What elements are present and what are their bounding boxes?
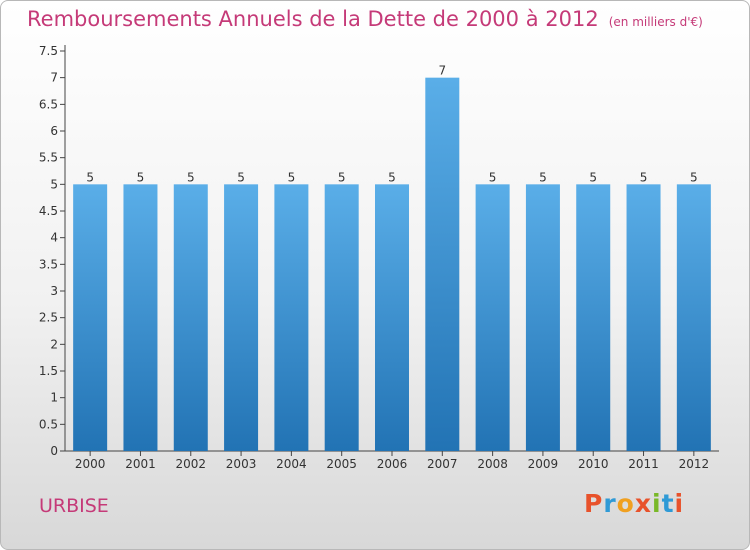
x-tick-label: 2002 <box>175 457 206 471</box>
logo-letter: P <box>584 489 604 518</box>
bar <box>475 184 510 452</box>
x-tick-label: 2009 <box>528 457 559 471</box>
bar <box>425 77 460 452</box>
data-label: 5 <box>338 170 346 184</box>
bar <box>525 184 560 452</box>
data-label: 5 <box>589 170 597 184</box>
y-tick-label: 4 <box>50 231 58 245</box>
logo-letter: i <box>652 489 662 518</box>
data-label: 5 <box>187 170 195 184</box>
logo-letter: o <box>616 489 635 518</box>
data-label: 5 <box>539 170 547 184</box>
x-tick-label: 2012 <box>679 457 710 471</box>
y-tick-label: 0.5 <box>39 417 58 431</box>
y-tick-label: 1 <box>50 391 58 405</box>
bar <box>324 184 359 452</box>
x-tick-label: 2011 <box>628 457 659 471</box>
bar <box>576 184 611 452</box>
commune-name: URBISE <box>39 495 109 517</box>
chart-title: Remboursements Annuels de la Dette de 20… <box>27 7 703 31</box>
y-tick-label: 2.5 <box>39 311 58 325</box>
bar <box>224 184 259 452</box>
data-label: 5 <box>86 170 94 184</box>
data-label: 5 <box>237 170 245 184</box>
bar <box>173 184 208 452</box>
data-label: 5 <box>489 170 497 184</box>
x-tick-label: 2006 <box>377 457 408 471</box>
y-tick-label: 3.5 <box>39 257 58 271</box>
x-tick-label: 2005 <box>326 457 357 471</box>
y-tick-label: 1.5 <box>39 364 58 378</box>
y-tick-label: 0 <box>50 444 58 458</box>
x-tick-label: 2001 <box>125 457 156 471</box>
data-label: 5 <box>137 170 145 184</box>
y-tick-label: 6 <box>50 124 58 138</box>
data-label: 5 <box>388 170 396 184</box>
logo-letter: x <box>634 489 652 518</box>
y-tick-label: 4.5 <box>39 204 58 218</box>
y-tick-label: 5 <box>50 177 58 191</box>
bar <box>626 184 661 452</box>
x-tick-label: 2008 <box>477 457 508 471</box>
x-tick-label: 2004 <box>276 457 307 471</box>
logo-letter: i <box>674 489 685 518</box>
y-tick-label: 7 <box>50 71 58 85</box>
data-label: 5 <box>288 170 296 184</box>
data-label: 5 <box>690 170 698 184</box>
y-tick-label: 6.5 <box>39 97 58 111</box>
proxiti-logo: Proxiti <box>584 489 684 518</box>
unit-label: (en milliers d'€) <box>608 15 703 29</box>
x-tick-label: 2007 <box>427 457 458 471</box>
y-tick-label: 5.5 <box>39 151 58 165</box>
title-text: Remboursements Annuels de la Dette de 20… <box>27 7 599 31</box>
bar <box>274 184 309 452</box>
logo-letter: t <box>661 489 675 518</box>
x-tick-label: 2010 <box>578 457 609 471</box>
data-label: 7 <box>438 64 446 78</box>
y-tick-label: 7.5 <box>39 44 58 58</box>
bar <box>375 184 409 452</box>
bar <box>676 184 711 452</box>
data-label: 5 <box>640 170 648 184</box>
x-tick-label: 2003 <box>226 457 257 471</box>
x-tick-label: 2000 <box>75 457 106 471</box>
logo-letter: r <box>603 489 617 518</box>
bar <box>123 184 158 452</box>
y-tick-label: 2 <box>50 337 58 351</box>
y-tick-label: 3 <box>50 284 58 298</box>
bar <box>73 184 108 452</box>
